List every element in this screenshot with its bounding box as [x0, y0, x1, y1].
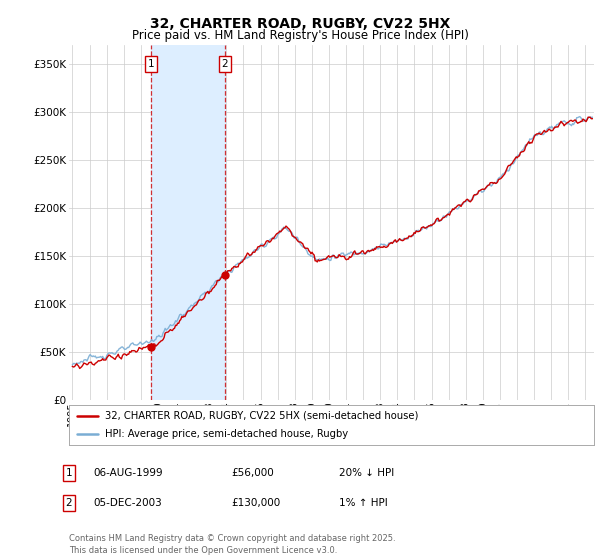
Text: 32, CHARTER ROAD, RUGBY, CV22 5HX: 32, CHARTER ROAD, RUGBY, CV22 5HX: [150, 16, 450, 30]
Text: Price paid vs. HM Land Registry's House Price Index (HPI): Price paid vs. HM Land Registry's House …: [131, 29, 469, 43]
Text: 1: 1: [148, 59, 154, 69]
Text: 32, CHARTER ROAD, RUGBY, CV22 5HX (semi-detached house): 32, CHARTER ROAD, RUGBY, CV22 5HX (semi-…: [105, 411, 418, 421]
Text: 05-DEC-2003: 05-DEC-2003: [93, 498, 162, 508]
Text: Contains HM Land Registry data © Crown copyright and database right 2025.
This d: Contains HM Land Registry data © Crown c…: [69, 534, 395, 555]
Text: 06-AUG-1999: 06-AUG-1999: [93, 468, 163, 478]
Bar: [151, 45, 225, 400]
Text: 2: 2: [221, 59, 228, 69]
Text: 1: 1: [65, 468, 73, 478]
Text: 1% ↑ HPI: 1% ↑ HPI: [339, 498, 388, 508]
Text: 20% ↓ HPI: 20% ↓ HPI: [339, 468, 394, 478]
Text: £130,000: £130,000: [231, 498, 280, 508]
Text: £56,000: £56,000: [231, 468, 274, 478]
Text: 2: 2: [65, 498, 73, 508]
Text: HPI: Average price, semi-detached house, Rugby: HPI: Average price, semi-detached house,…: [105, 430, 348, 439]
